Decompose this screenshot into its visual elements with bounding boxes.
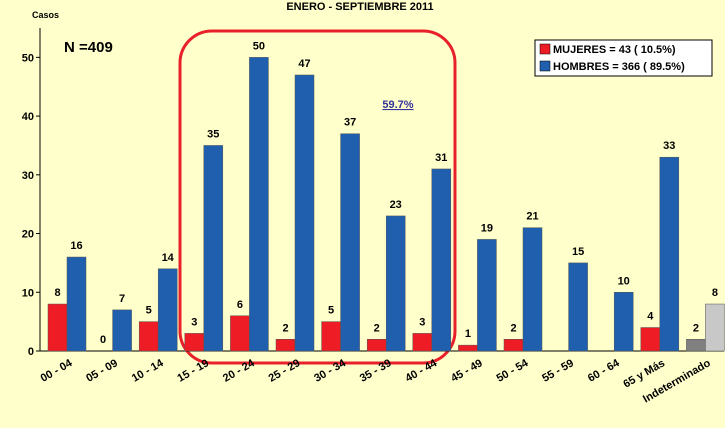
y-tick-label: 0 bbox=[28, 346, 34, 358]
bar bbox=[157, 268, 178, 352]
chart-title: ENERO - SEPTIEMBRE 2011 bbox=[286, 1, 433, 13]
value-label: 8 bbox=[712, 287, 718, 299]
value-label: 15 bbox=[572, 246, 584, 258]
value-label: 2 bbox=[510, 322, 516, 334]
bar bbox=[275, 339, 296, 352]
bar bbox=[294, 74, 315, 352]
x-tick-label: 15 - 19 bbox=[175, 357, 211, 385]
legend-label: HOMBRES = 366 ( 89.5%) bbox=[553, 61, 685, 73]
value-label: 1 bbox=[465, 328, 471, 340]
y-tick-label: 20 bbox=[22, 229, 34, 241]
value-label: 3 bbox=[191, 316, 197, 328]
legend-swatch bbox=[539, 43, 551, 55]
value-label: 10 bbox=[618, 275, 630, 287]
value-label: 2 bbox=[282, 322, 288, 334]
x-tick-label: 30 - 34 bbox=[312, 357, 348, 385]
bar bbox=[568, 262, 588, 352]
x-tick-label: 25 - 29 bbox=[267, 357, 303, 385]
value-label: 50 bbox=[253, 40, 265, 52]
value-label: 3 bbox=[419, 316, 425, 328]
x-tick-label: 05 - 09 bbox=[84, 357, 120, 385]
bar bbox=[705, 303, 725, 352]
value-label: 7 bbox=[119, 293, 125, 305]
bar bbox=[686, 339, 706, 352]
value-label: 31 bbox=[435, 152, 447, 164]
value-label: 4 bbox=[647, 311, 654, 323]
y-tick-label: 50 bbox=[22, 52, 34, 64]
bar bbox=[458, 344, 478, 352]
x-tick-label: 60 - 64 bbox=[586, 357, 622, 385]
value-label: 2 bbox=[374, 322, 380, 334]
y-tick-label: 10 bbox=[22, 287, 34, 299]
bar bbox=[66, 256, 87, 352]
value-label: 6 bbox=[237, 299, 243, 311]
value-label: 5 bbox=[146, 305, 152, 317]
bar bbox=[203, 145, 224, 352]
bar bbox=[477, 239, 497, 352]
value-label: 2 bbox=[693, 322, 699, 334]
annotation: 59.7% bbox=[382, 99, 413, 111]
value-label: 14 bbox=[162, 252, 175, 264]
bar bbox=[184, 333, 205, 352]
bar bbox=[47, 303, 68, 352]
annotation: N =409 bbox=[64, 39, 113, 56]
bar bbox=[412, 333, 433, 352]
bar bbox=[249, 57, 269, 352]
value-label: 19 bbox=[481, 222, 493, 234]
y-axis-label: Casos bbox=[32, 10, 59, 20]
x-tick-label: 10 - 14 bbox=[130, 357, 166, 385]
value-label: 21 bbox=[526, 211, 538, 223]
x-tick-label: 55 - 59 bbox=[540, 357, 576, 385]
x-tick-label: 20 - 24 bbox=[221, 357, 257, 385]
bar bbox=[522, 227, 543, 352]
y-tick-label: 30 bbox=[22, 170, 34, 182]
y-tick-label: 40 bbox=[22, 111, 34, 123]
bar bbox=[112, 309, 132, 352]
bar bbox=[659, 156, 680, 352]
value-label: 47 bbox=[298, 58, 310, 70]
bar bbox=[321, 321, 341, 352]
x-tick-label: 50 - 54 bbox=[495, 357, 531, 385]
legend-swatch bbox=[539, 60, 551, 72]
value-label: 8 bbox=[54, 287, 60, 299]
value-label: 37 bbox=[344, 117, 356, 129]
x-tick-label: 00 - 04 bbox=[39, 357, 75, 385]
value-label: 33 bbox=[663, 140, 675, 152]
value-label: 5 bbox=[328, 305, 334, 317]
bar bbox=[230, 315, 250, 352]
value-label: 23 bbox=[390, 199, 402, 211]
bar bbox=[431, 168, 452, 352]
value-label: 16 bbox=[70, 240, 82, 252]
bar bbox=[503, 339, 524, 352]
legend bbox=[534, 39, 713, 77]
bar bbox=[138, 321, 159, 352]
value-label: 0 bbox=[100, 334, 106, 346]
x-tick-label: 35 - 39 bbox=[358, 357, 394, 385]
highlight-frame bbox=[178, 29, 457, 365]
bar bbox=[385, 215, 406, 352]
bar bbox=[340, 133, 360, 352]
bar bbox=[366, 339, 387, 352]
bar bbox=[640, 327, 661, 352]
bar bbox=[613, 292, 634, 352]
x-tick-label: 45 - 49 bbox=[449, 357, 485, 385]
x-tick-label: 40 - 44 bbox=[403, 357, 439, 385]
value-label: 35 bbox=[207, 128, 219, 140]
legend-label: MUJERES = 43 ( 10.5%) bbox=[553, 44, 676, 56]
